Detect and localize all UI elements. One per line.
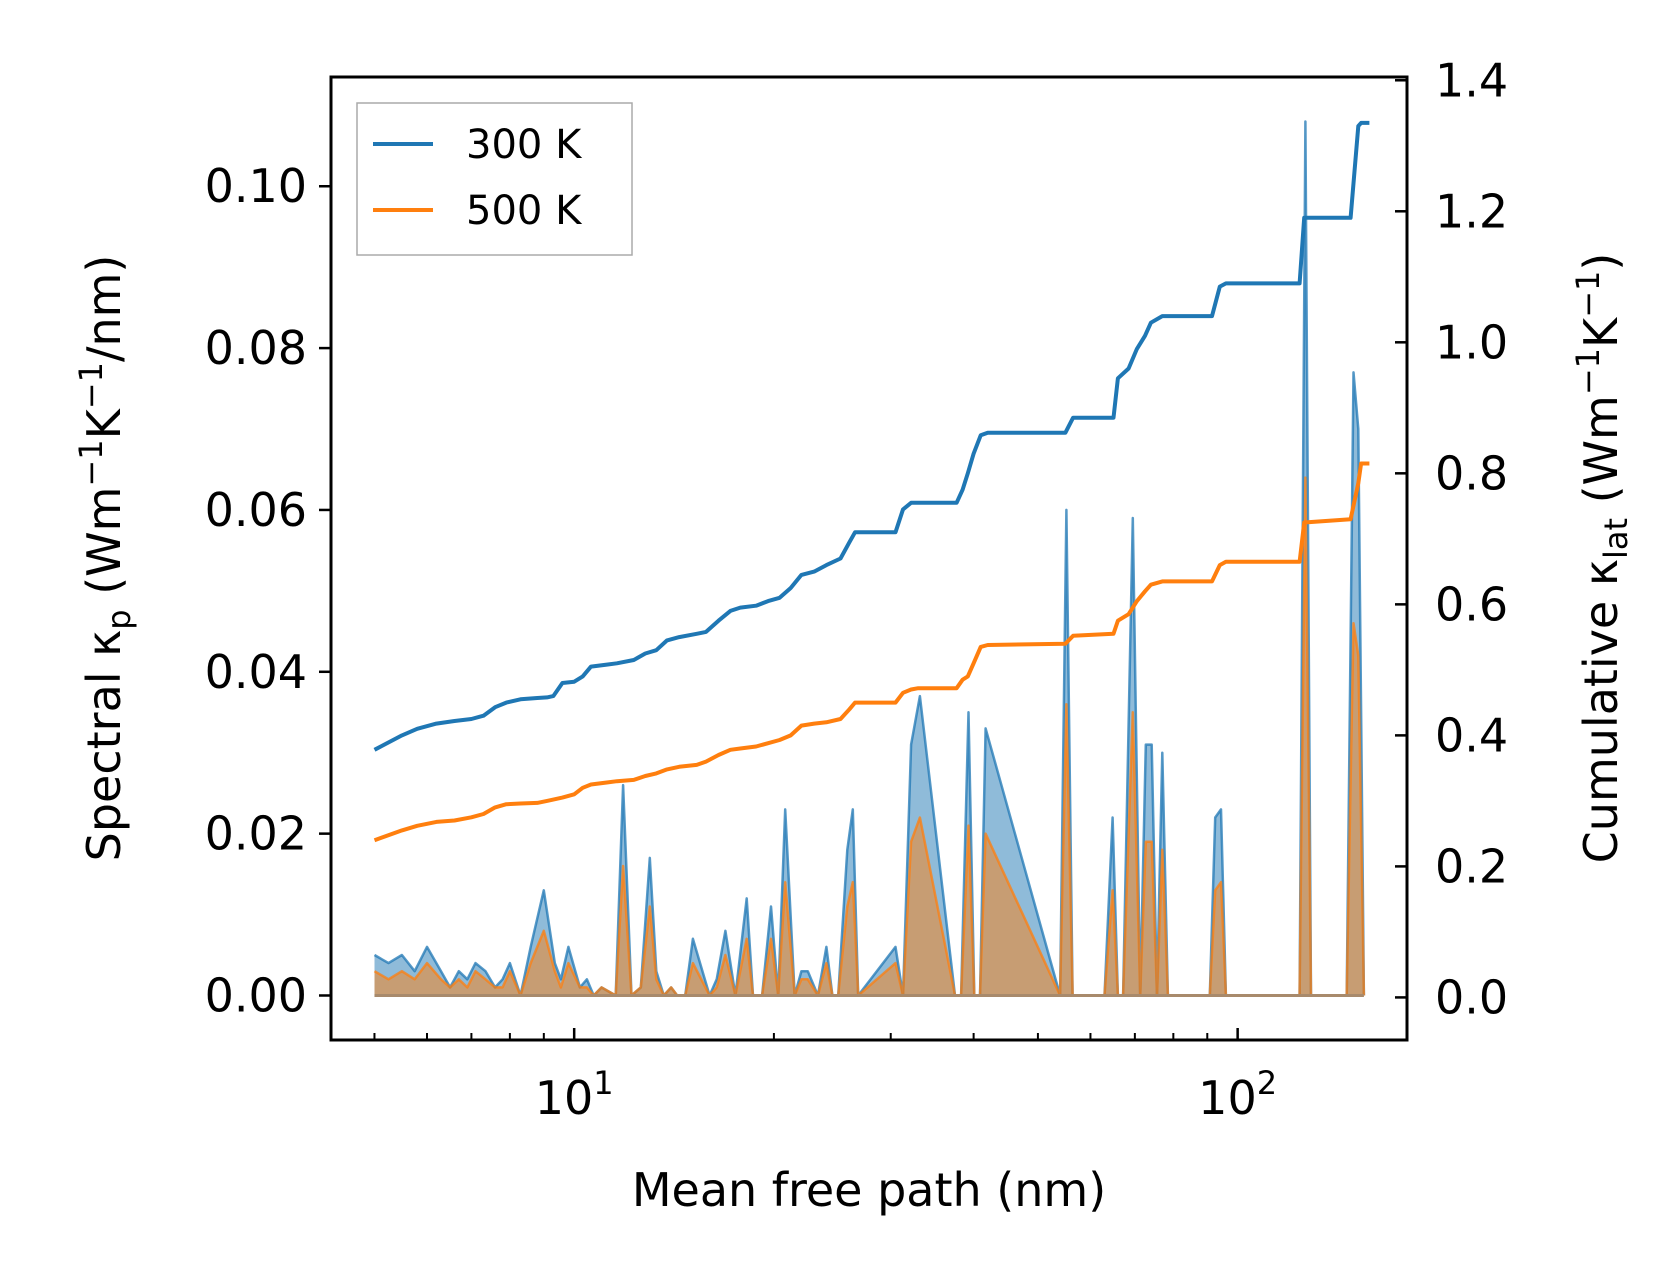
- y-right-label-part: (Wm: [1574, 395, 1628, 518]
- y-left-tick-label: 0.08: [205, 321, 307, 375]
- legend-label-500k: 500 K: [466, 188, 583, 234]
- cumulative-line-300k: [373, 120, 1370, 752]
- y-left-label-sup: −1: [72, 362, 110, 409]
- legend: 300 K 500 K: [356, 102, 633, 256]
- spectral-area-500k: [374, 477, 1364, 996]
- plot-frame: [329, 75, 1409, 1042]
- y-right-tick-label: 0.8: [1435, 446, 1508, 500]
- y-left-label-part: (Wm: [77, 487, 131, 610]
- plot-area: [373, 120, 1370, 997]
- y-right-label-sup: −1: [1569, 348, 1607, 395]
- spectral-line-300k: [373, 120, 1366, 997]
- y-left-label-part: Spectral κ: [77, 630, 131, 862]
- y-left-tick-label: 0.04: [205, 645, 307, 699]
- y-right-label-part: ): [1574, 253, 1628, 271]
- cumulative-line-500k: [373, 461, 1370, 843]
- y-left-label-sub: p: [100, 609, 138, 629]
- spectral-line-500k: [373, 476, 1366, 997]
- y-axis-label-left: Spectral κp (Wm−1K−1/nm): [72, 255, 138, 862]
- y-right-label-sup: −1: [1569, 271, 1607, 318]
- x-axis-label: Mean free path (nm): [632, 1163, 1106, 1217]
- y-right-label-sub: lat: [1597, 518, 1635, 559]
- cumulative-layer: [373, 120, 1370, 843]
- spectral-layer: [373, 120, 1366, 997]
- y-left-tick-label: 0.10: [205, 159, 307, 213]
- x-tick-mantissa: 10: [535, 1071, 594, 1125]
- y-right-tick-label: 0.4: [1435, 708, 1508, 762]
- y-right-label-part: Cumulative κ: [1574, 559, 1628, 863]
- y-left-label-part: /nm): [77, 255, 131, 362]
- y-right-tick-label: 0.6: [1435, 577, 1508, 631]
- y-right-tick-label: 1.2: [1435, 184, 1508, 238]
- y-right-label-part: K: [1574, 316, 1628, 348]
- y-axis-label-right: Cumulative κlat (Wm−1K−1): [1569, 253, 1635, 864]
- y-left-tick-label: 0.02: [205, 807, 307, 861]
- y-left-label-part: K: [77, 407, 131, 439]
- y-left-label-sup: −1: [72, 439, 110, 486]
- x-tick-exponent: 2: [1257, 1064, 1277, 1102]
- y-left-tick-label: 0.06: [205, 483, 307, 537]
- y-right-tick-label: 1.0: [1435, 315, 1508, 369]
- y-left-tick-label: 0.00: [205, 968, 307, 1022]
- ticks-layer: 0.00 0.02 0.04 0.06 0.08 0.10 0.0 0.2 0.4 0.6 0.8 1…: [205, 53, 1509, 1125]
- y-right-tick-label: 0.0: [1435, 970, 1508, 1024]
- y-right-tick-label: 0.2: [1435, 839, 1508, 893]
- legend-label-300k: 300 K: [466, 122, 583, 168]
- legend-box: [356, 102, 633, 256]
- y-right-tick-label: 1.4: [1435, 53, 1508, 107]
- x-tick-label: 101: [535, 1064, 614, 1125]
- x-tick-mantissa: 10: [1198, 1071, 1257, 1125]
- x-tick-label: 102: [1198, 1064, 1277, 1125]
- x-tick-exponent: 1: [593, 1064, 613, 1102]
